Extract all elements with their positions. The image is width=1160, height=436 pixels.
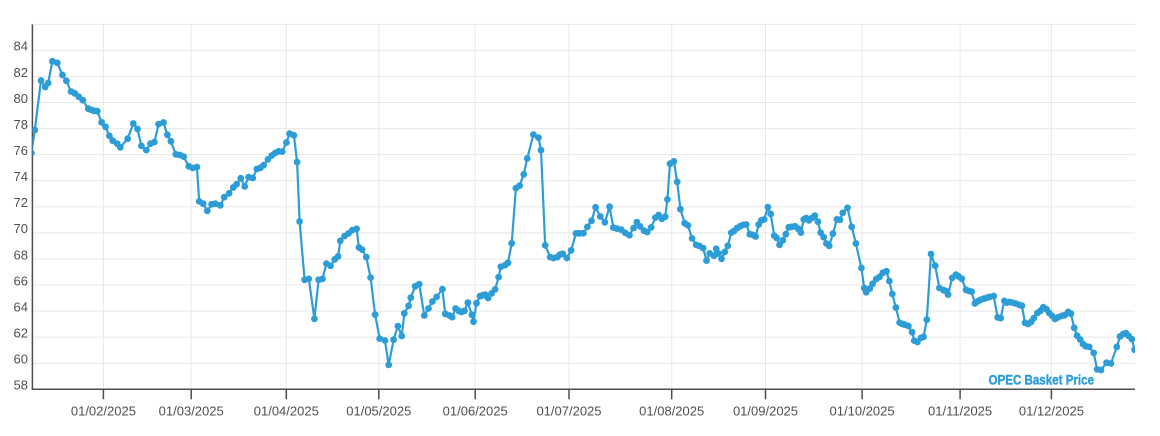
- svg-text:76: 76: [14, 143, 28, 158]
- svg-text:70: 70: [14, 221, 28, 236]
- svg-text:01/07/2025: 01/07/2025: [536, 404, 601, 419]
- svg-text:01/06/2025: 01/06/2025: [443, 404, 508, 419]
- svg-text:01/05/2025: 01/05/2025: [346, 404, 411, 419]
- svg-text:01/04/2025: 01/04/2025: [254, 404, 319, 419]
- svg-text:72: 72: [14, 195, 28, 210]
- svg-text:80: 80: [14, 91, 28, 106]
- svg-text:58: 58: [14, 378, 28, 393]
- svg-text:82: 82: [14, 65, 28, 80]
- svg-text:74: 74: [14, 169, 28, 184]
- svg-text:01/02/2025: 01/02/2025: [71, 404, 136, 419]
- svg-text:60: 60: [14, 352, 28, 367]
- svg-text:01/11/2025: 01/11/2025: [928, 404, 992, 419]
- svg-text:66: 66: [14, 273, 28, 288]
- svg-text:01/09/2025: 01/09/2025: [733, 404, 798, 419]
- svg-text:01/10/2025: 01/10/2025: [830, 404, 895, 419]
- svg-text:64: 64: [14, 299, 28, 314]
- svg-text:OPEC Basket Price: OPEC Basket Price: [989, 373, 1095, 388]
- svg-text:62: 62: [14, 326, 28, 341]
- svg-text:01/12/2025: 01/12/2025: [1019, 404, 1084, 419]
- svg-text:68: 68: [14, 247, 28, 262]
- svg-text:84: 84: [14, 39, 28, 54]
- svg-text:01/03/2025: 01/03/2025: [159, 404, 224, 419]
- svg-text:78: 78: [14, 117, 28, 132]
- svg-text:01/08/2025: 01/08/2025: [639, 404, 704, 419]
